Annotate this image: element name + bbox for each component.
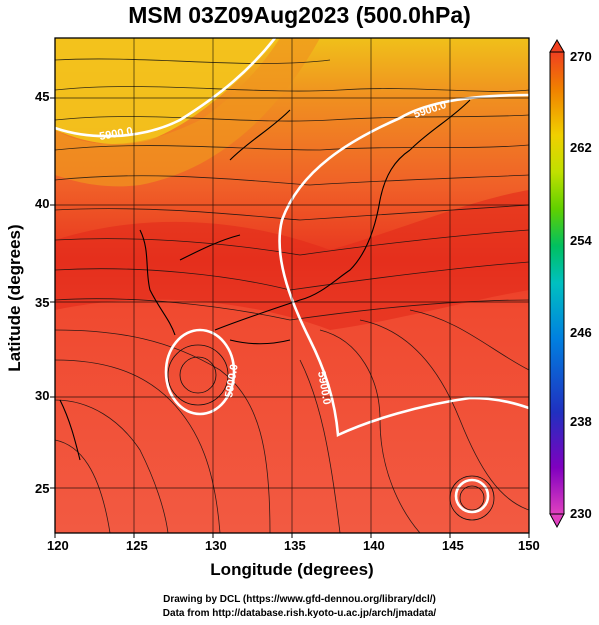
- cbar-tick-262: 262: [570, 140, 592, 155]
- axis-ticks: [50, 97, 530, 538]
- cbar-tick-246: 246: [570, 325, 592, 340]
- y-tick-45: 45: [35, 89, 50, 104]
- contour-label-center: 5900.0: [315, 370, 333, 405]
- x-tick-120: 120: [47, 538, 69, 553]
- cbar-tick-230: 230: [570, 506, 592, 521]
- colorbar: [549, 39, 565, 529]
- cbar-tick-270: 270: [570, 49, 592, 64]
- contour-label-nw: 5900.0: [98, 125, 133, 143]
- cbar-tick-238: 238: [570, 414, 592, 429]
- chart-title: MSM 03Z09Aug2023 (500.0hPa): [128, 2, 471, 28]
- x-tick-150: 150: [518, 538, 540, 553]
- credit-line-1: Drawing by DCL (https://www.gfd-dennou.o…: [163, 594, 436, 605]
- y-tick-40: 40: [35, 196, 50, 211]
- x-tick-135: 135: [284, 538, 306, 553]
- contour-label-sw: 5900.0: [223, 363, 241, 398]
- x-tick-130: 130: [205, 538, 227, 553]
- y-tick-25: 25: [35, 481, 50, 496]
- x-tick-145: 145: [442, 538, 464, 553]
- x-tick-140: 140: [363, 538, 385, 553]
- temperature-field: [55, 38, 529, 533]
- y-tick-30: 30: [35, 388, 50, 403]
- xlabel: Longitude (degrees): [210, 560, 374, 579]
- cbar-tick-254: 254: [570, 233, 592, 248]
- x-tick-125: 125: [126, 538, 148, 553]
- y-tick-35: 35: [35, 295, 50, 310]
- credit-line-2: Data from http://database.rish.kyoto-u.a…: [162, 608, 437, 619]
